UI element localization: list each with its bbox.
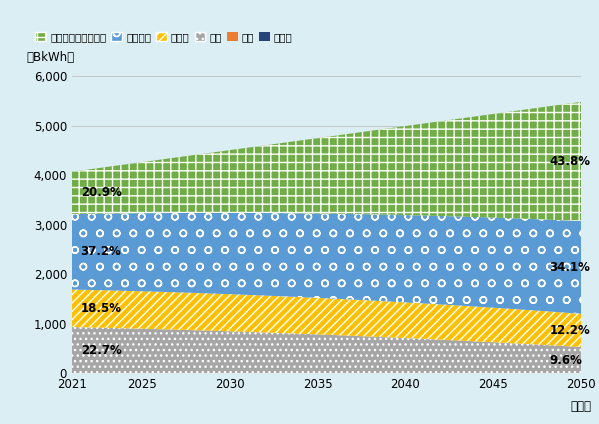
Text: （年）: （年） (570, 400, 591, 413)
Text: 22.7%: 22.7% (81, 343, 122, 357)
Text: 9.6%: 9.6% (549, 354, 582, 367)
Text: 20.9%: 20.9% (81, 187, 122, 199)
Text: 18.5%: 18.5% (81, 302, 122, 315)
Legend: 再生可能エネルギー, 天然ガス, 原子力, 石炊, 石油, その他: 再生可能エネルギー, 天然ガス, 原子力, 石炊, 石油, その他 (31, 28, 297, 47)
Text: 34.1%: 34.1% (549, 261, 590, 274)
Text: 43.8%: 43.8% (549, 155, 591, 168)
Text: （BkWh）: （BkWh） (26, 51, 74, 64)
Text: 37.2%: 37.2% (81, 245, 122, 258)
Text: 12.2%: 12.2% (549, 324, 590, 337)
